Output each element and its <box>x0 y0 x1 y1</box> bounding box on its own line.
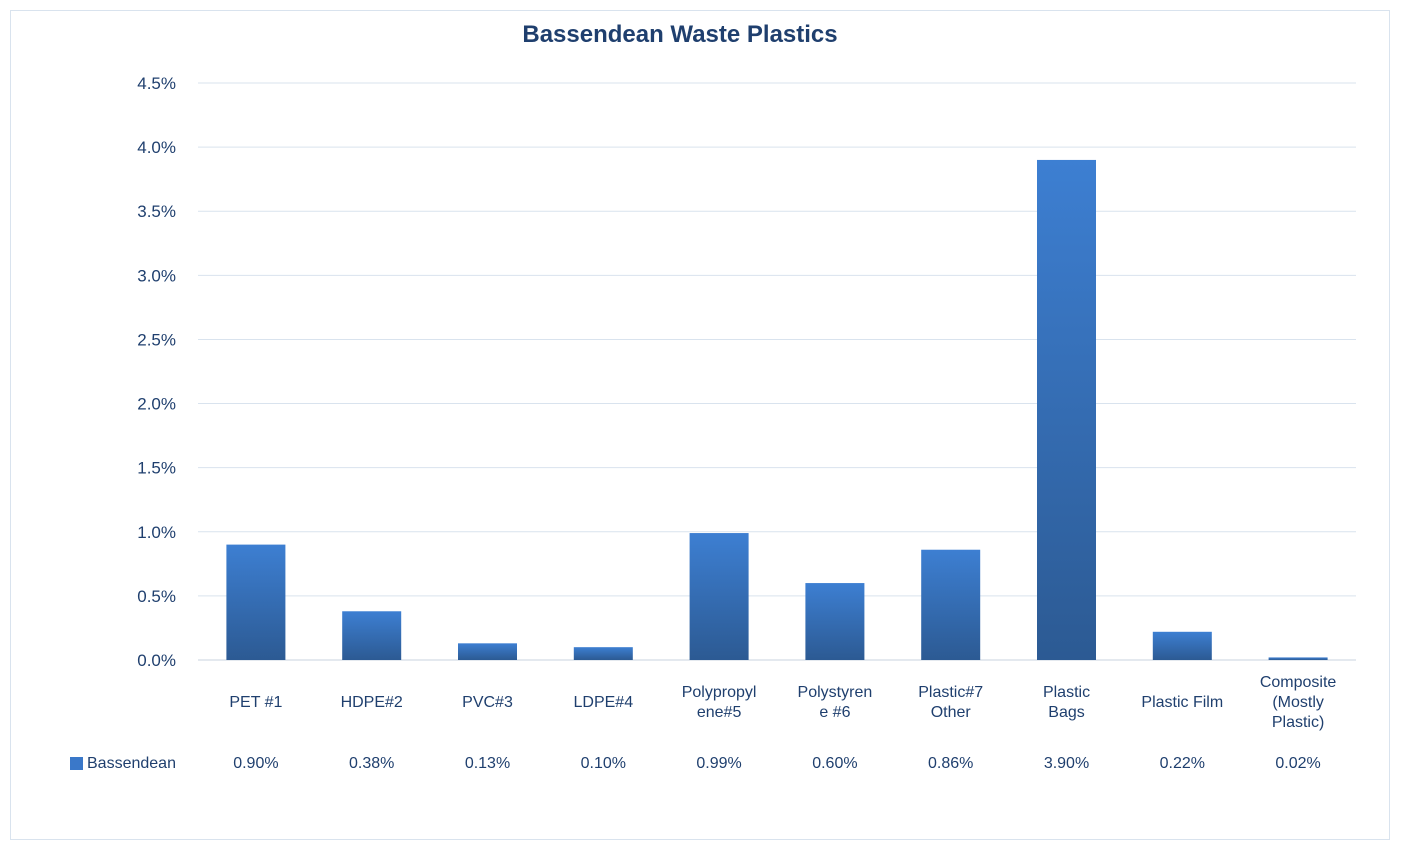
data-table-value: 3.90% <box>1044 755 1089 772</box>
bar <box>1268 657 1328 660</box>
legend-swatch <box>70 757 83 770</box>
y-tick-label: 3.0% <box>137 266 176 285</box>
y-axis-tick-labels: 0.0% 0.5% 1.0% 1.5% 2.0% 2.5% 3.0% 3.5% 4.0% 4.5% <box>137 74 176 670</box>
y-tick-label: 4.5% <box>137 74 176 93</box>
x-category-label: LDPE#4 <box>574 694 634 711</box>
y-tick-label: 0.0% <box>137 651 176 670</box>
data-table-value: 0.38% <box>349 755 394 772</box>
legend-series-name: Bassendean <box>87 755 176 772</box>
x-category-label: HDPE#2 <box>341 694 403 711</box>
x-category-label: PVC#3 <box>462 694 513 711</box>
data-table-value: 0.13% <box>465 755 510 772</box>
y-tick-label: 2.0% <box>137 395 176 414</box>
chart-frame <box>10 10 1390 840</box>
x-category-label: Polypropyl ene#5 <box>682 684 757 721</box>
x-category-label: Composite (Mostly Plastic) <box>1260 674 1337 731</box>
bar <box>921 549 981 660</box>
x-category-label: Plastic#7 Other <box>918 684 983 721</box>
y-tick-label: 1.5% <box>137 459 176 478</box>
bar <box>689 533 749 660</box>
x-category-label: Polystyren e #6 <box>798 684 873 721</box>
x-category-label: PET #1 <box>229 694 282 711</box>
bar <box>226 544 286 660</box>
data-table-value: 0.86% <box>928 755 973 772</box>
gridlines <box>198 82 1356 661</box>
bar <box>573 647 633 660</box>
data-table-value: 0.22% <box>1160 755 1205 772</box>
bar <box>342 611 402 660</box>
bars <box>226 159 1328 660</box>
y-tick-label: 1.0% <box>137 523 176 542</box>
data-table-value: 0.10% <box>581 755 626 772</box>
y-tick-label: 0.5% <box>137 587 176 606</box>
bar <box>1152 631 1212 660</box>
data-table-value: 0.02% <box>1275 755 1320 772</box>
data-table-value: 0.60% <box>812 755 857 772</box>
y-tick-label: 4.0% <box>137 138 176 157</box>
y-tick-label: 2.5% <box>137 330 176 349</box>
x-axis-category-labels: PET #1 HDPE#2 PVC#3 LDPE#4 Polypropyl ene#5 Po… <box>229 674 1336 731</box>
data-table-value: 0.99% <box>696 755 741 772</box>
x-category-label: Plastic Film <box>1141 694 1223 711</box>
x-category-label: Plastic Bags <box>1043 684 1090 721</box>
data-table-value: 0.90% <box>233 755 278 772</box>
y-tick-label: 3.5% <box>137 202 176 221</box>
bar <box>805 583 865 660</box>
data-table: 0.90% 0.38% 0.13% 0.10% 0.99% 0.60% 0.86% 3.90%… <box>70 755 1321 772</box>
bar <box>1037 159 1096 660</box>
chart-title: Bassendean Waste Plastics <box>522 21 837 48</box>
bar <box>458 643 517 660</box>
